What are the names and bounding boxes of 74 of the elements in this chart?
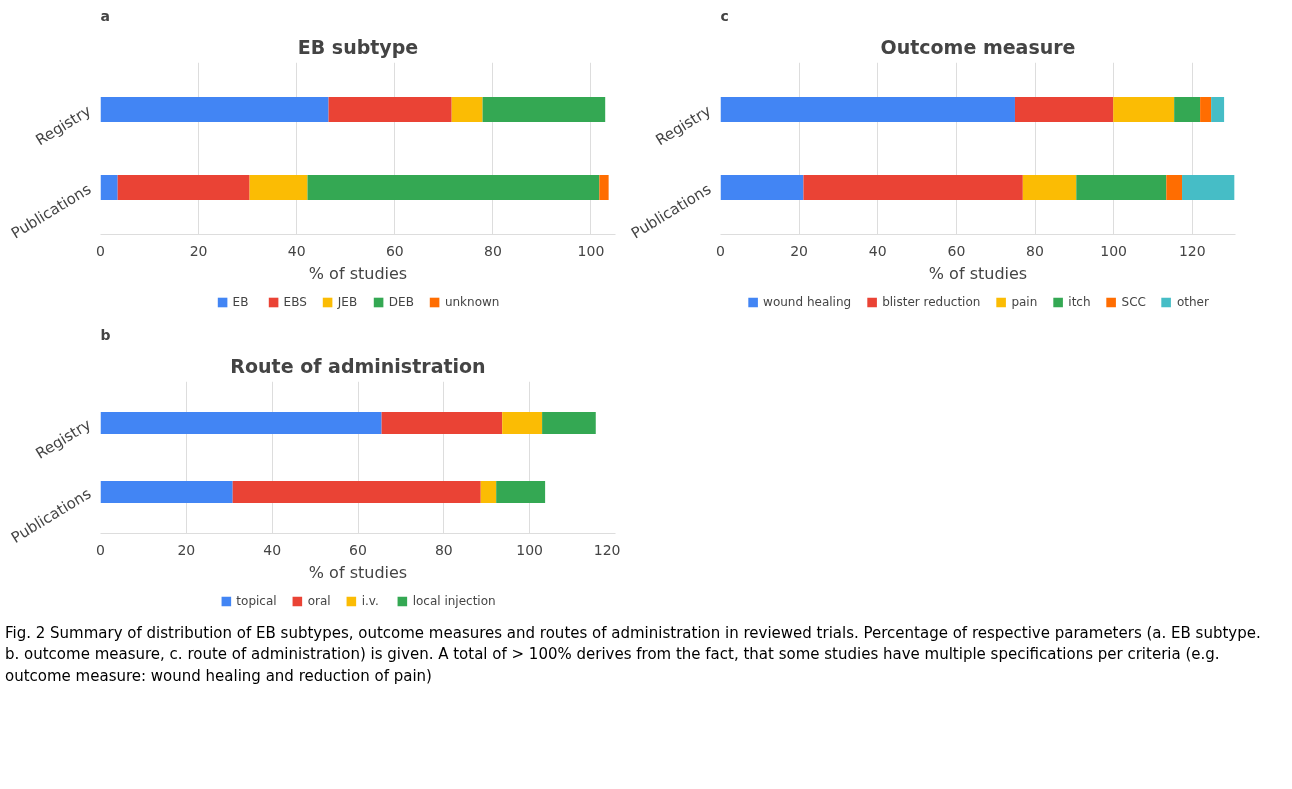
bar	[100, 96, 329, 122]
bar	[307, 175, 600, 201]
bar	[1113, 96, 1175, 122]
legend-label: itch	[1068, 295, 1091, 309]
bar	[328, 96, 452, 122]
legend-label: wound healing	[763, 295, 852, 309]
bar	[381, 411, 503, 435]
x-tick-label: 120	[1178, 242, 1206, 259]
bar	[117, 175, 250, 201]
bar	[232, 480, 481, 504]
bar	[1076, 175, 1167, 201]
bar	[1174, 96, 1201, 122]
bar	[1200, 96, 1212, 122]
x-tick-label: 60	[947, 242, 966, 259]
bar	[599, 175, 609, 201]
x-tick-label: 100	[1100, 242, 1127, 259]
caption: Fig. 2 Summary of distribution of EB subtypes, outcome measures and routes of administration in reviewed trials. Percentage of respective parameters (a. EB subtype. b. outcome measure, c. route of administration) is given. A total of > 100% derives from the fact, that some studies have multiple specifications per criteria (e.g. outcome measure: wound healing and reduction of pain)	[5, 623, 1262, 687]
x-tick-label: 80	[434, 541, 453, 558]
bar	[1166, 175, 1183, 201]
bar	[496, 480, 546, 504]
bar	[100, 411, 382, 435]
x-tick-label: 60	[385, 242, 404, 259]
bar	[480, 480, 497, 504]
x-tick-label: 0	[96, 242, 105, 259]
text: a	[100, 7, 110, 24]
x-tick-label: 100	[516, 541, 544, 558]
x-tick-label: 20	[790, 242, 809, 259]
bar	[100, 480, 233, 504]
x-tick-label: 60	[349, 541, 367, 558]
x-tick-label: 0	[716, 242, 725, 259]
x-tick-label: 20	[177, 541, 196, 558]
x-tick-label: 120	[593, 541, 621, 558]
chart-title: EB subtype	[297, 35, 419, 58]
text: b	[100, 326, 111, 343]
bar	[1014, 96, 1114, 122]
legend-label: JEB	[337, 295, 358, 309]
x-tick-label: 80	[483, 242, 502, 259]
x-tick-label: 40	[263, 541, 282, 558]
x-tick-label: 40	[868, 242, 887, 259]
x-tick-label: 40	[287, 242, 306, 259]
x-axis-title: % of studies	[308, 562, 408, 582]
bar	[100, 175, 118, 201]
legend-label: EB	[232, 295, 250, 309]
x-tick-label: 20	[189, 242, 208, 259]
legend-label: topical	[236, 594, 277, 608]
chart-title: Route of administration	[230, 354, 486, 377]
x-axis-title: % of studies	[308, 263, 408, 283]
legend-label: unknown	[444, 295, 500, 309]
legend-label: pain	[1011, 295, 1038, 309]
bar	[1182, 175, 1235, 201]
bar	[542, 411, 596, 435]
legend-label: EBS	[283, 295, 307, 309]
bar	[1211, 96, 1225, 122]
bar	[720, 96, 1015, 122]
legend-label: i.v.	[361, 594, 380, 608]
legend-label: local injection	[412, 594, 496, 608]
x-tick-label: 100	[577, 242, 605, 259]
x-axis-title: % of studies	[928, 263, 1028, 283]
legend-label: SCC	[1121, 295, 1146, 309]
bar	[249, 175, 308, 201]
bar	[502, 411, 543, 435]
legend-label: oral	[307, 594, 331, 608]
x-tick-label: 80	[1026, 242, 1044, 259]
bar	[720, 175, 804, 201]
legend-label: other	[1176, 295, 1209, 309]
chart-title: Outcome measure	[880, 35, 1076, 58]
legend-label: DEB	[388, 295, 414, 309]
x-tick-label: 0	[96, 541, 105, 558]
bar	[482, 96, 606, 122]
bar	[451, 96, 483, 122]
bar	[1022, 175, 1077, 201]
bar	[803, 175, 1023, 201]
text: c	[720, 7, 729, 24]
legend-label: blister reduction	[882, 295, 981, 309]
